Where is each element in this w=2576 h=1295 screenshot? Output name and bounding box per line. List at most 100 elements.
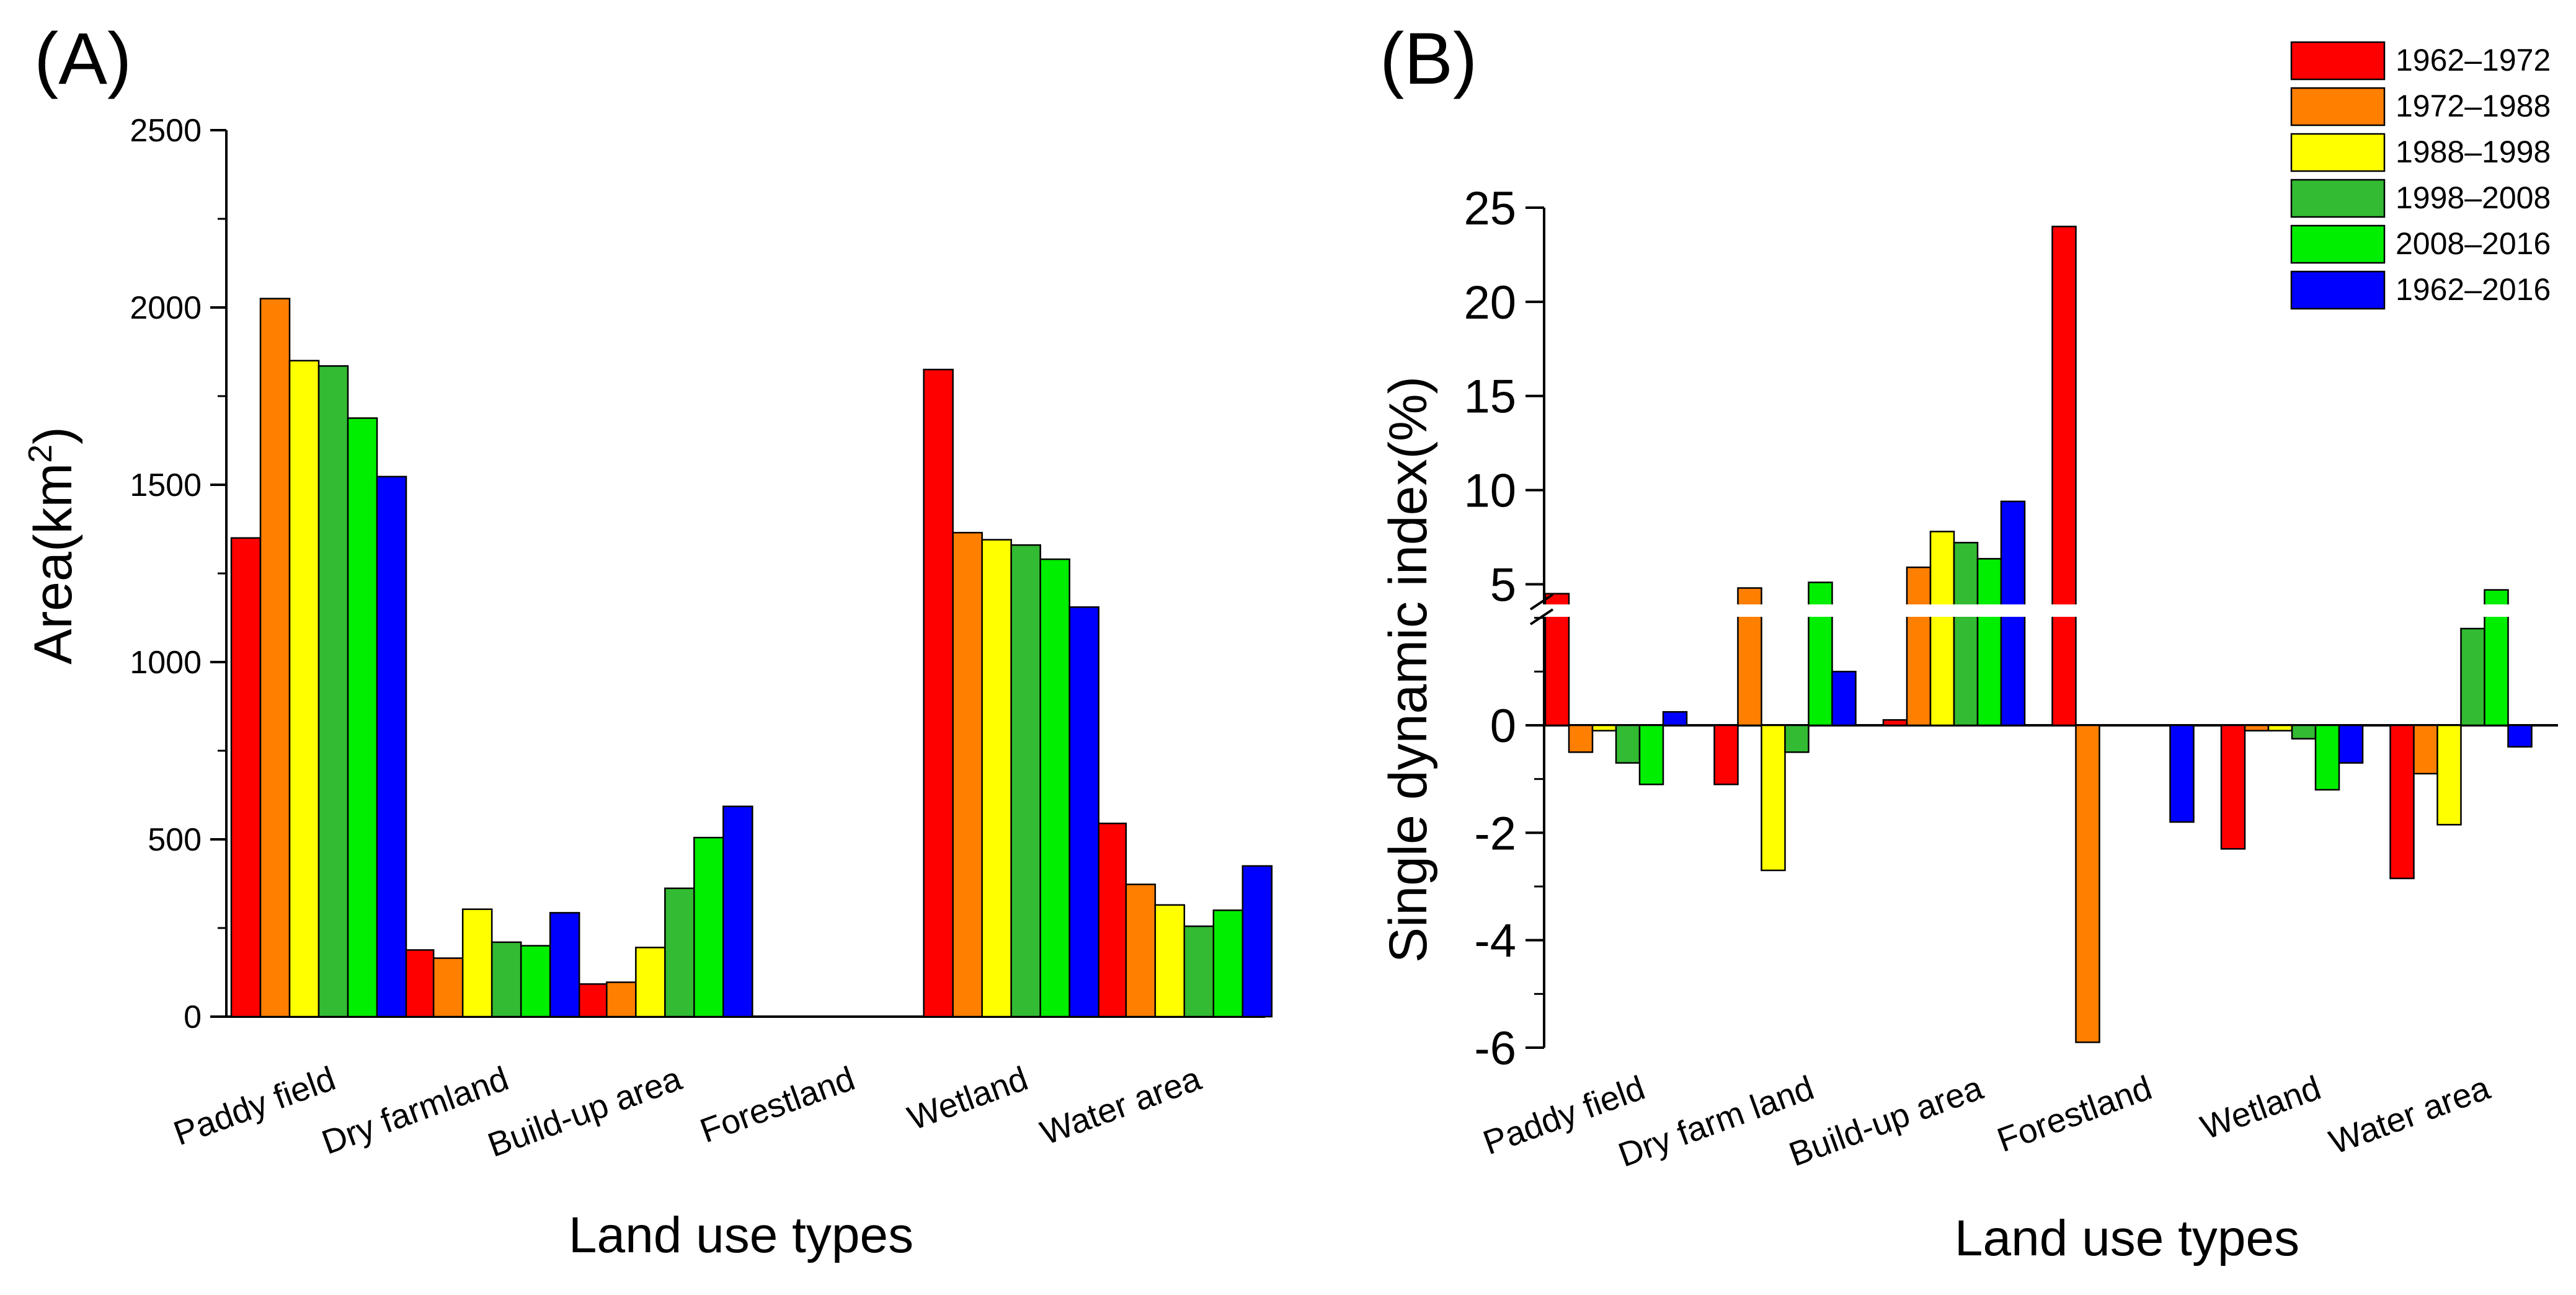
panel-a-bar bbox=[606, 981, 637, 1018]
legend-label: 2008–2016 bbox=[2396, 226, 2551, 261]
panel-b-bar bbox=[1929, 531, 1955, 727]
panel-a-y-tick-label: 0 bbox=[184, 999, 202, 1035]
panel-a-bar bbox=[981, 539, 1012, 1018]
axis-break bbox=[1519, 593, 2558, 625]
panel-a-x-axis-title: Land use types bbox=[569, 1207, 913, 1263]
legend: 1962–1972 1972–1988 1988–1998 1998–2008 2008… bbox=[2290, 41, 2551, 310]
panel-b-category-label: Dry farm land bbox=[1613, 1068, 1818, 1174]
panel-b-bar bbox=[2389, 724, 2415, 880]
panel-a-bar bbox=[1010, 544, 1041, 1018]
legend-swatch bbox=[2290, 41, 2386, 81]
panel-a-bar bbox=[693, 836, 724, 1018]
panel-a-bar bbox=[288, 360, 320, 1018]
panel-a-bar bbox=[376, 475, 407, 1018]
legend-swatch bbox=[2290, 270, 2386, 310]
panel-b-bar bbox=[1906, 566, 1932, 727]
panel-a-label: (A) bbox=[34, 18, 131, 100]
legend-swatch bbox=[2290, 133, 2386, 172]
legend-swatch bbox=[2290, 179, 2386, 218]
legend-label: 1962–2016 bbox=[2396, 272, 2551, 307]
panel-b-bar bbox=[2291, 724, 2317, 740]
panel-b-bar bbox=[1591, 724, 1617, 731]
panel-b-category-label: Water area bbox=[2324, 1068, 2495, 1162]
panel-a-y-tick-label: 1500 bbox=[130, 467, 202, 503]
panel-a-bar bbox=[432, 957, 464, 1018]
panel-a-category-label: Wetland bbox=[902, 1059, 1033, 1138]
legend-swatch bbox=[2290, 224, 2386, 264]
panel-a-bar bbox=[577, 983, 608, 1018]
panel-b-bar bbox=[2267, 724, 2293, 731]
panel-a-category-label: Water area bbox=[1036, 1059, 1206, 1152]
panel-a-bar bbox=[1183, 925, 1215, 1018]
panel-a-y-axis-title: Area(km2) bbox=[22, 427, 83, 665]
panel-b-category-label: Forestland bbox=[1992, 1068, 2156, 1159]
panel-a-y-tick-label: 500 bbox=[148, 822, 202, 858]
panel-a-category-label: Paddy field bbox=[169, 1059, 340, 1152]
panel-a-bar bbox=[923, 368, 954, 1018]
panel-b-bar bbox=[1976, 558, 2002, 727]
legend-label: 1972–1988 bbox=[2396, 89, 2551, 123]
panel-b-y-tick-label: -6 bbox=[1474, 1022, 1516, 1075]
panel-b-bar bbox=[1615, 724, 1641, 764]
panel-b-y-axis-title: Single dynamic index(%) bbox=[1379, 376, 1438, 963]
panel-b-bar bbox=[2220, 724, 2246, 850]
panel-b-y-tick-label: 15 bbox=[1463, 371, 1516, 423]
panel-a-y-tick-label: 2500 bbox=[130, 113, 202, 149]
panel-a-bar bbox=[635, 947, 666, 1018]
panel-a-bar bbox=[549, 912, 580, 1018]
panel-b-bar bbox=[1953, 542, 1979, 727]
panel-b-bar bbox=[1638, 724, 1664, 785]
panel-b-y-tick-label: 0 bbox=[1490, 700, 1516, 753]
panel-a-chart: (A) 0 500 1000 1500 2000 2500 Paddy fieldDry … bbox=[22, 18, 1273, 1263]
legend-label: 1962–1972 bbox=[2396, 43, 2551, 77]
panel-b-y-tick-label: -2 bbox=[1474, 807, 1516, 860]
panel-b-label: (B) bbox=[1380, 18, 1477, 100]
panel-b-bar bbox=[2169, 724, 2195, 823]
panel-b-bar bbox=[2051, 226, 2077, 727]
panel-a-bar bbox=[722, 805, 753, 1018]
panel-a-bar bbox=[1096, 823, 1127, 1018]
panel-b-bar bbox=[1568, 724, 1594, 753]
panel-a-bar bbox=[318, 365, 349, 1018]
legend-label: 1988–1998 bbox=[2396, 135, 2551, 169]
legend-swatch bbox=[2290, 87, 2386, 126]
panel-a-bar bbox=[664, 887, 695, 1018]
panel-b-category-label: Build-up area bbox=[1784, 1068, 1988, 1173]
panel-b-bar bbox=[2314, 724, 2340, 791]
legend-label: 1998–2008 bbox=[2396, 180, 2551, 215]
panel-a-bar bbox=[520, 945, 551, 1018]
panel-b-bar bbox=[1784, 724, 1810, 753]
panel-b-bar bbox=[2244, 724, 2270, 731]
panel-b-bar bbox=[1713, 724, 1739, 785]
panel-a-bar bbox=[403, 949, 435, 1018]
panel-b-bar bbox=[1882, 719, 1908, 727]
panel-b-x-axis-title: Land use types bbox=[1955, 1210, 2299, 1266]
panel-a-bar bbox=[259, 298, 291, 1018]
panel-b-bar bbox=[1808, 581, 1833, 727]
panel-b-y-tick-label: 5 bbox=[1490, 559, 1516, 611]
panel-a-bar bbox=[230, 537, 262, 1018]
panel-a-bar bbox=[491, 941, 522, 1018]
panel-b-category-label: Wetland bbox=[2195, 1068, 2325, 1147]
panel-a-bar bbox=[1039, 558, 1070, 1018]
panel-a-category-label: Build-up area bbox=[482, 1059, 686, 1164]
panel-a-bar bbox=[1241, 865, 1273, 1018]
panel-a-bar bbox=[1125, 883, 1157, 1018]
panel-b-bar bbox=[2338, 724, 2364, 764]
panel-a-bar bbox=[461, 908, 493, 1018]
panel-b-y-tick-label: 20 bbox=[1463, 276, 1516, 329]
panel-b-bar bbox=[2460, 627, 2485, 727]
panel-a-category-label: Forestland bbox=[695, 1059, 859, 1150]
panel-b-bar bbox=[1831, 671, 1857, 727]
panel-b-bar bbox=[2075, 724, 2100, 1043]
panel-a-bar bbox=[347, 417, 378, 1018]
panel-b-bar bbox=[2436, 724, 2462, 826]
panel-a-bar bbox=[1154, 904, 1186, 1018]
panel-b-y-tick-label: -4 bbox=[1474, 915, 1516, 968]
panel-a-bar bbox=[952, 531, 983, 1018]
panel-a-category-label: Dry farmland bbox=[317, 1059, 513, 1162]
panel-a-bar bbox=[1212, 909, 1244, 1018]
panel-b-y-tick-label: 10 bbox=[1463, 465, 1516, 518]
